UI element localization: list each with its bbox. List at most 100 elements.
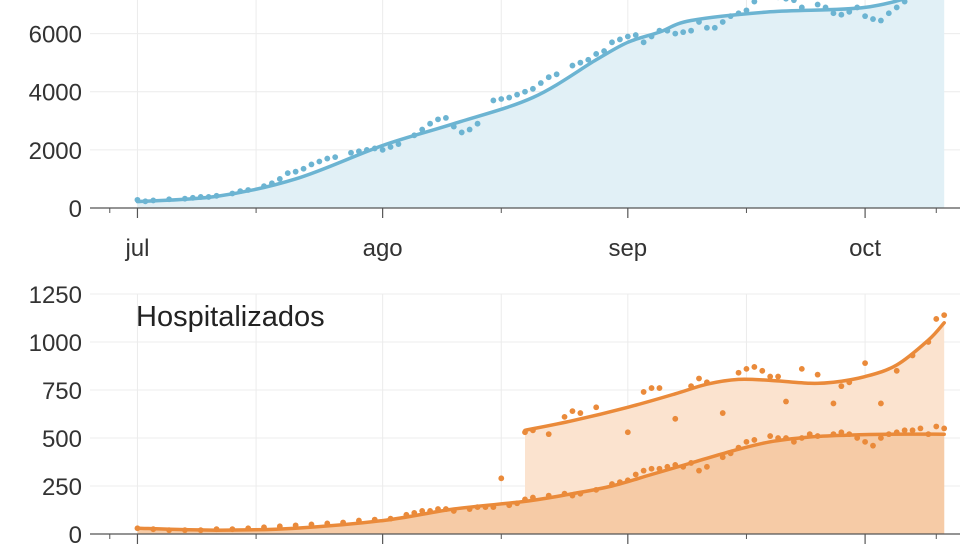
cases-point (379, 146, 386, 153)
hospitalized-lower-area (137, 434, 945, 534)
cases-y-tick-0: 0 (69, 196, 82, 223)
hospitalized-upper-point (569, 408, 576, 415)
hospitalized-upper-point (648, 385, 655, 391)
cases-point (783, 0, 789, 2)
hospitalized-upper-point (561, 413, 568, 420)
hospitalized-upper-point (624, 429, 631, 436)
cases-point (870, 16, 876, 22)
hospitalized-upper-point (545, 431, 552, 438)
hospitalized-panel: 0 250 500 750 1000 1250 Hospitalizados (29, 282, 960, 549)
cases-point (704, 24, 710, 31)
cases-x-tick-labels: jul ago sep oct (124, 235, 881, 262)
cases-trend-line (135, 0, 907, 204)
cases-point (316, 158, 323, 165)
hospitalized-upper-point (735, 369, 742, 376)
cases-point (348, 149, 354, 156)
cases-point (506, 94, 513, 101)
cases-point (593, 51, 600, 57)
hospitalized-upper-point (719, 410, 726, 416)
cases-point (711, 24, 718, 31)
hospitalized-y-tick-750: 750 (42, 378, 82, 405)
hospitalized-lower-point (878, 435, 884, 441)
cases-point (577, 59, 584, 66)
cases-point (537, 80, 544, 86)
hospitalized-lower-point (498, 475, 505, 482)
cases-y-tick-2000: 2000 (29, 138, 82, 165)
cases-point (609, 39, 615, 46)
cases-point (284, 170, 291, 177)
cases-point (680, 29, 687, 36)
hospitalized-upper-point (743, 365, 750, 372)
cases-point (545, 74, 552, 81)
cases-point (387, 144, 394, 150)
hospitalized-upper-point (672, 415, 679, 422)
cases-point (435, 116, 441, 123)
cases-point (474, 120, 481, 127)
hospitalized-upper-point (783, 398, 789, 405)
hospitalized-y-tick-1250: 1250 (29, 282, 82, 309)
cases-point (878, 17, 884, 24)
hospitalized-upper-point (933, 316, 940, 322)
cases-point (640, 39, 647, 46)
hospitalized-upper-point (775, 373, 781, 380)
cases-point (719, 19, 726, 25)
cases-point (443, 114, 449, 121)
hospitalized-upper-point (798, 365, 805, 372)
hospitalized-upper-point (814, 371, 821, 378)
hospitalized-upper-point (878, 400, 884, 407)
hospitalized-y-tick-500: 500 (42, 426, 82, 453)
hospitalized-lower-point (640, 467, 647, 474)
hospitalized-y-tick-0: 0 (69, 522, 82, 549)
cases-point (862, 13, 868, 20)
cases-point (672, 30, 679, 37)
hospitalized-lower-point (743, 438, 750, 445)
hospitalized-lower-point (632, 471, 639, 478)
hospitalized-upper-points (522, 312, 948, 438)
x-tick-label-oct: oct (849, 235, 881, 262)
cases-y-tick-labels: 0 2000 4000 6000 (29, 22, 82, 223)
cases-point (838, 11, 845, 18)
hospitalized-lower-point (909, 427, 916, 434)
hospitalized-upper-point (893, 367, 900, 374)
cases-point (427, 120, 433, 127)
hospitalized-upper-point (577, 410, 584, 416)
cases-y-tick-6000: 6000 (29, 22, 82, 49)
hospitalized-title: Hospitalizados (136, 301, 325, 333)
cases-point (514, 91, 520, 98)
cases-area (137, 0, 945, 208)
hospitalized-upper-point (862, 360, 868, 367)
cases-point (632, 32, 639, 38)
hospitalized-lower-point (751, 437, 758, 443)
hospitalized-upper-point (941, 312, 948, 319)
hospitalized-lower-point (648, 465, 655, 472)
cases-point (751, 0, 758, 5)
x-tick-label-jul: jul (124, 235, 149, 262)
cases-point (308, 161, 315, 168)
hospitalized-upper-point (830, 400, 837, 407)
cases-point (585, 56, 592, 63)
hospitalized-upper-point (767, 373, 774, 380)
hospitalized-y-tick-250: 250 (42, 474, 82, 501)
cases-x-ticks (109, 208, 937, 218)
hospitalized-x-ticks (109, 534, 937, 544)
cases-point (324, 155, 331, 162)
hospitalized-upper-point (838, 383, 845, 390)
cases-point (498, 96, 505, 102)
hospitalized-upper-point (759, 367, 766, 374)
hospitalized-y-tick-labels: 0 250 500 750 1000 1250 (29, 282, 82, 549)
cases-point (395, 141, 402, 147)
cases-point (688, 27, 694, 34)
hospitalized-lower-point (862, 438, 868, 445)
cases-point (617, 36, 623, 43)
cases-point (553, 71, 560, 78)
cases-point (901, 0, 908, 5)
cases-point (530, 85, 536, 92)
cases-point (830, 10, 837, 17)
cases-point (885, 10, 892, 17)
cases-point (814, 1, 821, 8)
hospitalized-lower-point (767, 433, 774, 439)
hospitalized-lower-trend-line (135, 432, 946, 532)
hospitalized-lower-point (870, 442, 876, 449)
hospitalized-upper-point (656, 385, 663, 391)
